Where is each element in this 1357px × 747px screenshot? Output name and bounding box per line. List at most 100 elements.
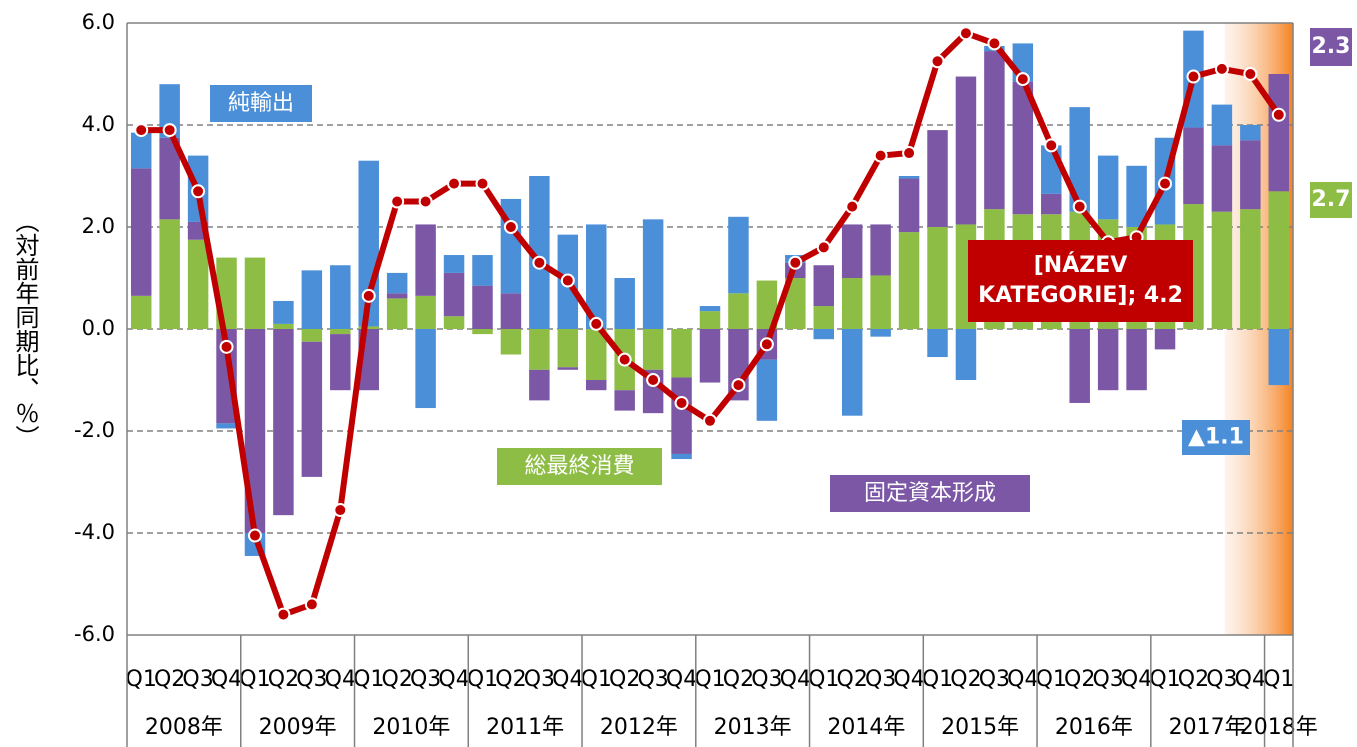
line-marker (219, 339, 234, 354)
line-marker (304, 597, 319, 612)
bar-segment (586, 329, 607, 380)
x-tick-label: Q3 (637, 667, 668, 692)
bar-segment (301, 341, 323, 477)
x-tick-label: Q4 (325, 667, 356, 692)
data-label-line: KATEGORIE]; 4.2 (978, 283, 1183, 308)
bar-segment (927, 130, 948, 227)
y-tick-label: -4.0 (74, 520, 115, 544)
bar-segment (813, 265, 834, 307)
x-tick-label: Q2 (268, 667, 299, 692)
x-tick-label: Q4 (1121, 667, 1152, 692)
data-label-box (1182, 420, 1250, 455)
x-tick-label: Q4 (780, 667, 811, 692)
bar-segment (1268, 191, 1290, 329)
line-marker (902, 146, 917, 161)
bar-segment (671, 377, 692, 454)
x-tick-label: Q2 (1064, 667, 1095, 692)
legend-label: 固定資本形成 (864, 481, 996, 506)
bar-segment (130, 295, 152, 329)
x-tick-label: Q1 (467, 667, 498, 692)
year-label: 2009年 (259, 715, 337, 740)
bar-segment (472, 255, 493, 286)
line-marker (1044, 138, 1059, 153)
line-marker (589, 316, 604, 331)
bar-segment (443, 255, 465, 273)
x-tick-label: Q4 (211, 667, 242, 692)
bar-segment (841, 278, 863, 329)
line-marker (703, 413, 717, 428)
line-marker (1158, 176, 1173, 191)
year-label: 2013年 (714, 715, 792, 740)
bar-segment (529, 369, 550, 401)
bar-segment (1240, 209, 1261, 329)
bar-segment (699, 311, 721, 329)
bar-segment (500, 293, 522, 329)
line-marker (873, 148, 888, 163)
bar-segment (1183, 127, 1204, 205)
line-marker (1015, 72, 1030, 87)
x-tick-label: Q4 (666, 667, 697, 692)
line-marker (475, 176, 490, 191)
year-label: 2011年 (486, 715, 564, 740)
x-tick-label: Q4 (1235, 667, 1266, 692)
line-marker (930, 54, 945, 69)
bar-segment (159, 84, 180, 138)
bar-segment (614, 390, 635, 411)
bar-segment (273, 329, 294, 516)
bar-segment (330, 329, 351, 335)
x-tick-label: Q2 (609, 667, 640, 692)
x-tick-label: Q2 (837, 667, 868, 692)
x-tick-label: Q3 (1206, 667, 1237, 692)
line-marker (276, 607, 291, 622)
legend-label: 純輸出 (228, 91, 294, 116)
line-marker (617, 352, 632, 367)
line-marker (162, 123, 177, 138)
bar-segment (557, 329, 579, 368)
x-tick-label: Q4 (893, 667, 924, 692)
bar-segment (1069, 329, 1090, 403)
line-marker (788, 255, 803, 270)
legend-label: 総最終消費 (524, 454, 634, 479)
line-marker (1243, 67, 1258, 81)
year-label: 2015年 (941, 715, 1019, 740)
data-label-box (968, 240, 1193, 322)
bar-segment (415, 224, 436, 296)
y-tick-label: 6.0 (82, 10, 115, 34)
x-tick-label: Q1 (239, 667, 270, 692)
bar-segment (443, 316, 465, 329)
bar-segment (386, 272, 408, 294)
bar-segment (728, 293, 749, 329)
x-tick-label: Q3 (296, 667, 327, 692)
line-marker (333, 503, 348, 518)
bar-segment (1097, 329, 1119, 391)
bar-segment (130, 132, 152, 169)
bar-segment (1069, 107, 1090, 212)
line-marker (560, 273, 575, 288)
line-marker (759, 337, 774, 352)
line-marker (1186, 69, 1201, 84)
y-tick-label: 2.0 (82, 214, 115, 238)
x-tick-label: Q1 (353, 667, 384, 692)
bar-segment (386, 298, 408, 329)
bar-segment (984, 51, 1005, 210)
x-tick-label: Q3 (182, 667, 213, 692)
bar-segment (1041, 145, 1062, 194)
x-tick-label: Q1 (126, 667, 157, 692)
line-marker (646, 373, 661, 387)
bar-segment (1211, 104, 1233, 146)
bar-segment (358, 326, 379, 329)
line-marker (674, 395, 689, 410)
line-marker (390, 194, 405, 209)
bar-segment (927, 329, 948, 358)
bar-segment (614, 278, 635, 329)
bar-segment (841, 329, 863, 416)
bar-segment (870, 329, 891, 337)
bar-segment (785, 278, 806, 329)
bar-segment (273, 323, 294, 329)
x-tick-label: Q3 (751, 667, 782, 692)
bar-segment (301, 329, 323, 342)
year-label: 2008年 (145, 715, 223, 740)
bar-segment (898, 178, 920, 233)
y-tick-label: 4.0 (82, 112, 115, 136)
bar-segment (159, 219, 180, 329)
